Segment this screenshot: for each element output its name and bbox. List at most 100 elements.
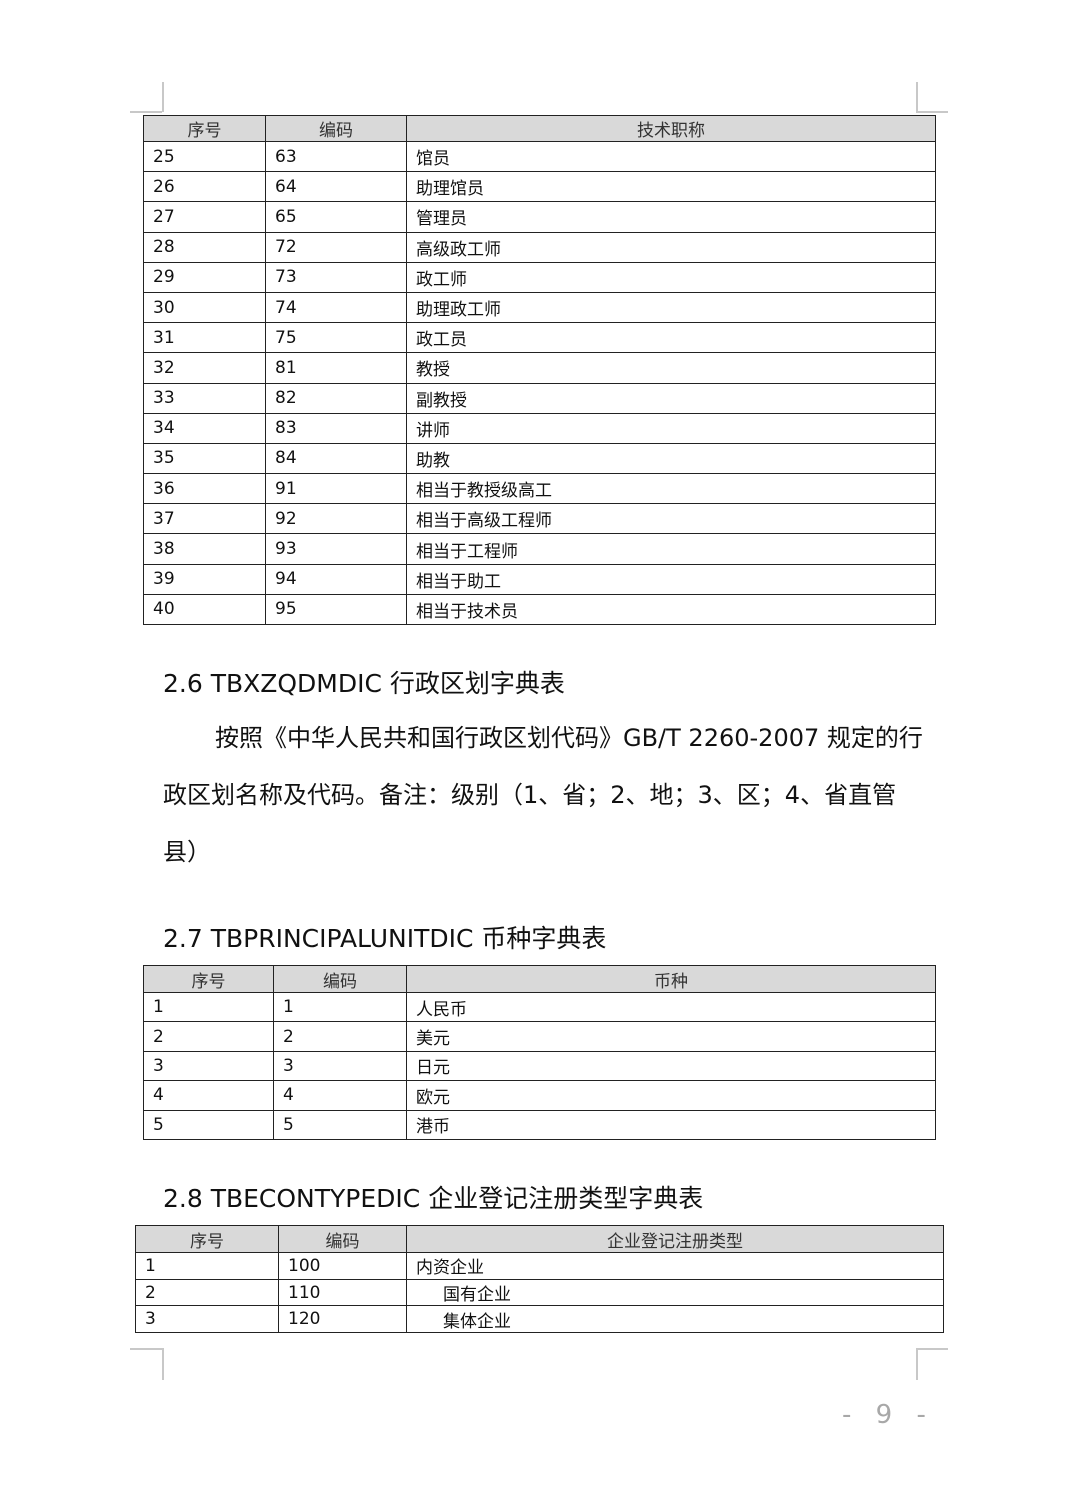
table-cell: 92: [265, 503, 407, 535]
table-cell: 5: [143, 1109, 274, 1140]
table-cell: 100: [278, 1252, 407, 1280]
crop-mark: [916, 111, 948, 113]
table-cell: 63: [265, 140, 407, 173]
crop-mark: [130, 1348, 162, 1350]
column-header: 技术职称: [406, 115, 936, 142]
table-row: 26 64 助理馆员: [143, 171, 936, 203]
table-cell: 1: [135, 1252, 279, 1280]
table-cell: 馆员: [406, 140, 936, 173]
table-cell: 93: [265, 533, 407, 565]
table-row: 37 92 相当于高级工程师: [143, 503, 936, 535]
table-cell: 28: [143, 231, 266, 263]
table-cell: 65: [265, 201, 407, 233]
table-cell: 3: [273, 1050, 407, 1082]
table-cell: 26: [143, 171, 266, 203]
table-cell: 助教: [406, 442, 936, 475]
section-heading-2-8: 2.8 TBECONTYPEDIC 企业登记注册类型字典表: [163, 1184, 704, 1213]
table-row: 29 73 政工师: [143, 261, 936, 293]
crop-mark: [130, 111, 162, 113]
table-row: 32 81 教授: [143, 352, 936, 384]
enterprise-type-table: 序号 编码 企业登记注册类型 1 100 内资企业 2 110 国有企业 3 120 集体企业: [135, 1225, 944, 1334]
table-cell: 74: [265, 291, 407, 324]
table-row: 40 95 相当于技术员: [143, 593, 936, 626]
table-cell: 29: [143, 261, 266, 293]
crop-mark: [916, 82, 918, 112]
table-row: 5 5 港币: [143, 1109, 936, 1140]
table-cell: 2: [135, 1278, 279, 1307]
table-cell: 95: [265, 593, 407, 626]
crop-mark: [162, 1348, 164, 1380]
table-cell: 相当于教授级高工: [406, 473, 936, 505]
table-cell: 94: [265, 563, 407, 595]
table-cell: 相当于助工: [406, 563, 936, 595]
column-header: 序号: [143, 115, 266, 142]
header-row: 序号 编码 企业登记注册类型: [135, 1225, 944, 1253]
table-row: 4 4 欧元: [143, 1080, 936, 1111]
table-cell: 27: [143, 201, 266, 233]
table-cell: 政工师: [406, 261, 936, 293]
table-cell: 37: [143, 503, 266, 535]
table-cell: 人民币: [406, 991, 936, 1023]
table-cell: 32: [143, 352, 266, 384]
section-heading-2-6: 2.6 TBXZQDMDIC 行政区划字典表: [163, 669, 565, 698]
table-cell: 30: [143, 291, 266, 324]
table-cell: 相当于高级工程师: [406, 503, 936, 535]
table-row: 34 83 讲师: [143, 412, 936, 444]
table-row: 31 75 政工员: [143, 322, 936, 354]
table-row: 3 120 集体企业: [135, 1305, 944, 1334]
table-cell: 120: [278, 1305, 407, 1334]
table-cell: 36: [143, 473, 266, 505]
table-row: 39 94 相当于助工: [143, 563, 936, 595]
crop-mark: [162, 82, 164, 112]
table-cell: 助理政工师: [406, 291, 936, 324]
table-cell: 港币: [406, 1109, 936, 1140]
table-cell: 1: [273, 991, 407, 1023]
currency-table: 序号 编码 币种 1 1 人民币 2 2 美元 3 3 日元 4 4 欧元 5 5 港币: [143, 965, 936, 1140]
table-row: 33 82 副教授: [143, 382, 936, 414]
table-cell: 管理员: [406, 201, 936, 233]
table-row: 38 93 相当于工程师: [143, 533, 936, 565]
crop-mark: [916, 1348, 918, 1380]
table-cell: 美元: [406, 1021, 936, 1052]
table-cell: 相当于技术员: [406, 593, 936, 626]
table-cell: 5: [273, 1109, 407, 1140]
table-cell: 75: [265, 322, 407, 354]
table-cell: 讲师: [406, 412, 936, 444]
table-cell: 2: [143, 1021, 274, 1052]
table-cell: 35: [143, 442, 266, 475]
page-number: - 9 -: [842, 1400, 934, 1430]
table-cell: 2: [273, 1021, 407, 1052]
table-cell: 高级政工师: [406, 231, 936, 263]
column-header: 序号: [143, 965, 274, 993]
table-cell: 83: [265, 412, 407, 444]
table-cell: 64: [265, 171, 407, 203]
table-cell: 副教授: [406, 382, 936, 414]
header-row: 序号 编码 技术职称: [143, 115, 936, 142]
table-cell: 国有企业: [406, 1278, 944, 1307]
table-row: 27 65 管理员: [143, 201, 936, 233]
table-cell: 73: [265, 261, 407, 293]
table-row: 1 100 内资企业: [135, 1252, 944, 1280]
table-row: 2 110 国有企业: [135, 1278, 944, 1307]
table-cell: 内资企业: [406, 1252, 944, 1280]
table-cell: 4: [273, 1080, 407, 1111]
table-cell: 91: [265, 473, 407, 505]
section-paragraph: 按照《中华人民共和国行政区划代码》GB/T 2260-2007 规定的行政区划名…: [163, 724, 923, 866]
technical-title-table: 序号 编码 技术职称 25 63 馆员 26 64 助理馆员 27 65 管理员 28 72 高级政工师 29…: [143, 115, 936, 626]
crop-mark: [916, 1348, 948, 1350]
table-cell: 3: [135, 1305, 279, 1334]
table-cell: 1: [143, 991, 274, 1023]
table-row: 1 1 人民币: [143, 991, 936, 1023]
table-cell: 34: [143, 412, 266, 444]
table-row: 35 84 助教: [143, 442, 936, 475]
table-row: 2 2 美元: [143, 1021, 936, 1052]
column-header: 序号: [135, 1225, 279, 1253]
table-cell: 38: [143, 533, 266, 565]
table-cell: 4: [143, 1080, 274, 1111]
table-cell: 教授: [406, 352, 936, 384]
table-cell: 集体企业: [406, 1305, 944, 1334]
section-heading-2-7: 2.7 TBPRINCIPALUNITDIC 币种字典表: [163, 924, 607, 953]
table-cell: 82: [265, 382, 407, 414]
table-row: 25 63 馆员: [143, 140, 936, 173]
table-cell: 84: [265, 442, 407, 475]
